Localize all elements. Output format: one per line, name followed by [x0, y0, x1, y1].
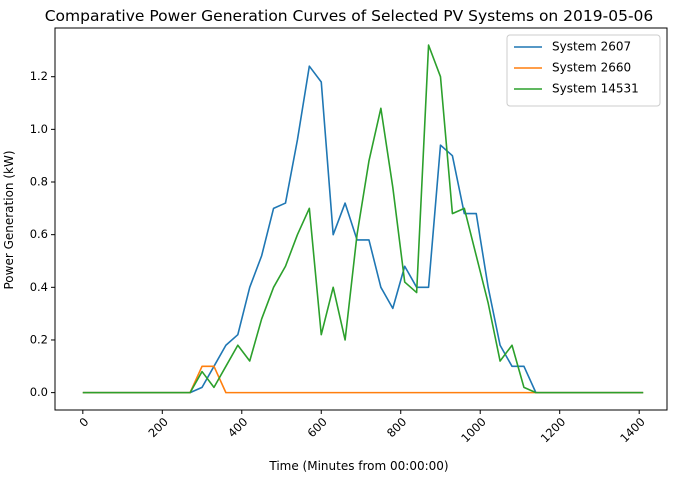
x-tick-label: 1000 [458, 415, 489, 446]
x-tick-label: 400 [225, 415, 250, 440]
legend-label-1: System 2607 [552, 40, 631, 54]
y-tick-label: 0.2 [30, 332, 48, 346]
y-tick-label: 0.0 [30, 385, 48, 399]
y-tick-label: 0.6 [30, 227, 48, 241]
legend: System 2607 System 2660 System 14531 [506, 34, 661, 107]
y-tick-label: 1.2 [30, 69, 48, 83]
x-tick-label: 0 [76, 415, 91, 430]
chart-title: Comparative Power Generation Curves of S… [45, 7, 654, 25]
y-axis-label: Power Generation (kW) [2, 150, 16, 289]
series-line-2 [82, 365, 644, 394]
x-tick-label: 200 [145, 415, 170, 440]
y-tick-label: 1.0 [30, 122, 48, 136]
y-tick-label: 0.4 [30, 280, 48, 294]
x-tick-label: 800 [384, 415, 409, 440]
x-tick-label: 1400 [617, 415, 648, 446]
legend-label-3: System 14531 [552, 82, 639, 96]
series-layer [82, 44, 644, 394]
legend-box [506, 34, 661, 107]
y-tick-label: 0.8 [30, 175, 48, 189]
series-line-1 [82, 65, 644, 394]
x-axis-label: Time (Minutes from 00:00:00) [268, 459, 448, 473]
x-tick-label: 1200 [538, 415, 569, 446]
x-tick-label: 600 [304, 415, 329, 440]
series-line-3 [82, 44, 644, 394]
plot-frame [54, 27, 668, 411]
legend-label-2: System 2660 [552, 61, 631, 75]
y-axis-ticks: 0.0 0.2 0.4 0.6 0.8 1.0 1.2 [30, 69, 55, 399]
x-axis-ticks: 0 200 400 600 800 1000 1200 1400 [76, 410, 648, 446]
